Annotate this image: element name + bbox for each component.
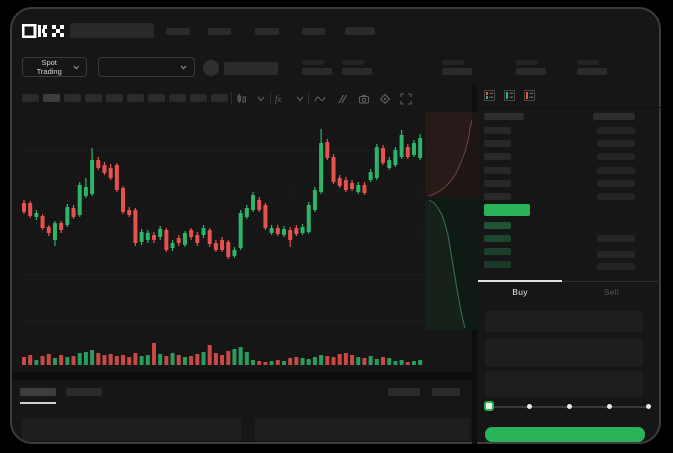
interval-button-placeholder[interactable]	[85, 94, 102, 102]
coin-icon	[203, 60, 219, 76]
depth-chart	[425, 112, 480, 330]
bottom-tab-underline	[20, 402, 56, 404]
chevron-down-icon	[73, 65, 80, 69]
compare-icon[interactable]	[336, 93, 348, 105]
depth-ask-line	[428, 119, 473, 197]
book-bids-icon[interactable]	[504, 90, 515, 101]
bid-row-placeholder[interactable]	[484, 235, 511, 242]
bid-size-placeholder	[597, 263, 635, 270]
pair-name-placeholder	[224, 62, 278, 75]
toolbar-divider	[231, 92, 232, 104]
chevron-down-icon[interactable]	[257, 96, 265, 102]
orderbook-header-placeholder	[593, 113, 635, 120]
ask-size-placeholder	[597, 180, 635, 187]
orderbook-header-placeholder	[484, 113, 524, 120]
ask-row-placeholder[interactable]	[484, 140, 511, 147]
ask-row-placeholder[interactable]	[484, 167, 511, 174]
orderbook-divider	[477, 107, 661, 108]
interval-button-placeholder[interactable]	[127, 94, 144, 102]
bottom-action-placeholder[interactable]	[388, 388, 420, 396]
interval-button-placeholder[interactable]	[148, 94, 165, 102]
interval-button-placeholder[interactable]	[211, 94, 228, 102]
fullscreen-icon[interactable]	[400, 93, 412, 105]
depth-bid-line	[428, 199, 466, 329]
nav-item-placeholder[interactable]	[255, 28, 279, 35]
bottom-tab-active-placeholder[interactable]	[20, 388, 56, 396]
interval-button-placeholder[interactable]	[190, 94, 207, 102]
okx-logo[interactable]	[22, 24, 66, 38]
candlestick-chart[interactable]	[20, 112, 425, 367]
line-type-icon[interactable]	[314, 93, 326, 105]
ask-size-placeholder	[597, 140, 635, 147]
tab-sell[interactable]: Sell	[603, 287, 620, 297]
ask-size-placeholder	[597, 153, 635, 160]
tab-buy[interactable]: Buy	[512, 287, 528, 297]
interval-button-placeholder[interactable]	[43, 94, 60, 102]
bid-size-placeholder	[597, 235, 635, 242]
last-price-highlight[interactable]	[484, 204, 530, 216]
chevron-down-icon[interactable]	[296, 96, 304, 102]
interval-button-placeholder[interactable]	[64, 94, 81, 102]
book-combined-icon[interactable]	[484, 90, 495, 101]
slider-stop[interactable]	[646, 404, 651, 409]
bid-size-placeholder	[597, 251, 635, 258]
search-bar[interactable]	[70, 23, 154, 38]
nav-item-placeholder[interactable]	[208, 28, 231, 35]
orders-table-placeholder	[22, 418, 241, 441]
depth-bid-fill	[425, 200, 465, 330]
interval-button-placeholder[interactable]	[22, 94, 39, 102]
toolbar-divider	[270, 92, 271, 104]
active-tab-indicator	[478, 280, 562, 282]
market-type-label: Spot Trading	[36, 58, 62, 76]
bottom-action-placeholder[interactable]	[432, 388, 460, 396]
depth-ask-fill	[425, 112, 472, 196]
ask-row-placeholder[interactable]	[484, 193, 511, 200]
svg-text:fx: fx	[275, 94, 282, 104]
settings-icon[interactable]	[379, 93, 391, 105]
total-input[interactable]	[485, 371, 643, 397]
bid-row-placeholder[interactable]	[484, 261, 511, 268]
chevron-down-icon	[180, 65, 187, 70]
toolbar-divider	[308, 92, 309, 104]
ask-row-placeholder[interactable]	[484, 153, 511, 160]
bottom-tab-placeholder[interactable]	[66, 388, 102, 396]
nav-item-placeholder[interactable]	[345, 27, 375, 35]
pair-dropdown[interactable]	[98, 57, 195, 77]
ask-row-placeholder[interactable]	[484, 127, 511, 134]
candle-type-icon[interactable]	[236, 93, 248, 105]
slider-stop[interactable]	[607, 404, 612, 409]
tab-divider	[562, 281, 661, 282]
market-type-dropdown[interactable]: Spot Trading	[22, 57, 87, 77]
ask-size-placeholder	[597, 193, 635, 200]
ask-size-placeholder	[597, 167, 635, 174]
price-input[interactable]	[485, 311, 643, 332]
slider-stop[interactable]	[527, 404, 532, 409]
nav-item-placeholder[interactable]	[166, 28, 190, 35]
ask-size-placeholder	[597, 127, 635, 134]
orders-table-placeholder	[255, 418, 470, 441]
ask-row-placeholder[interactable]	[484, 180, 511, 187]
buy-submit-button[interactable]	[485, 427, 645, 442]
bid-row-placeholder[interactable]	[484, 222, 511, 229]
fx-indicator-icon[interactable]: fx	[274, 92, 288, 105]
interval-button-placeholder[interactable]	[169, 94, 186, 102]
panel-divider	[12, 372, 472, 380]
interval-button-placeholder[interactable]	[106, 94, 123, 102]
bid-row-placeholder[interactable]	[484, 248, 511, 255]
nav-item-placeholder[interactable]	[302, 28, 325, 35]
camera-icon[interactable]	[358, 93, 370, 105]
amount-slider-handle[interactable]	[484, 401, 494, 411]
amount-input[interactable]	[485, 338, 643, 367]
book-asks-icon[interactable]	[524, 90, 535, 101]
slider-stop[interactable]	[567, 404, 572, 409]
